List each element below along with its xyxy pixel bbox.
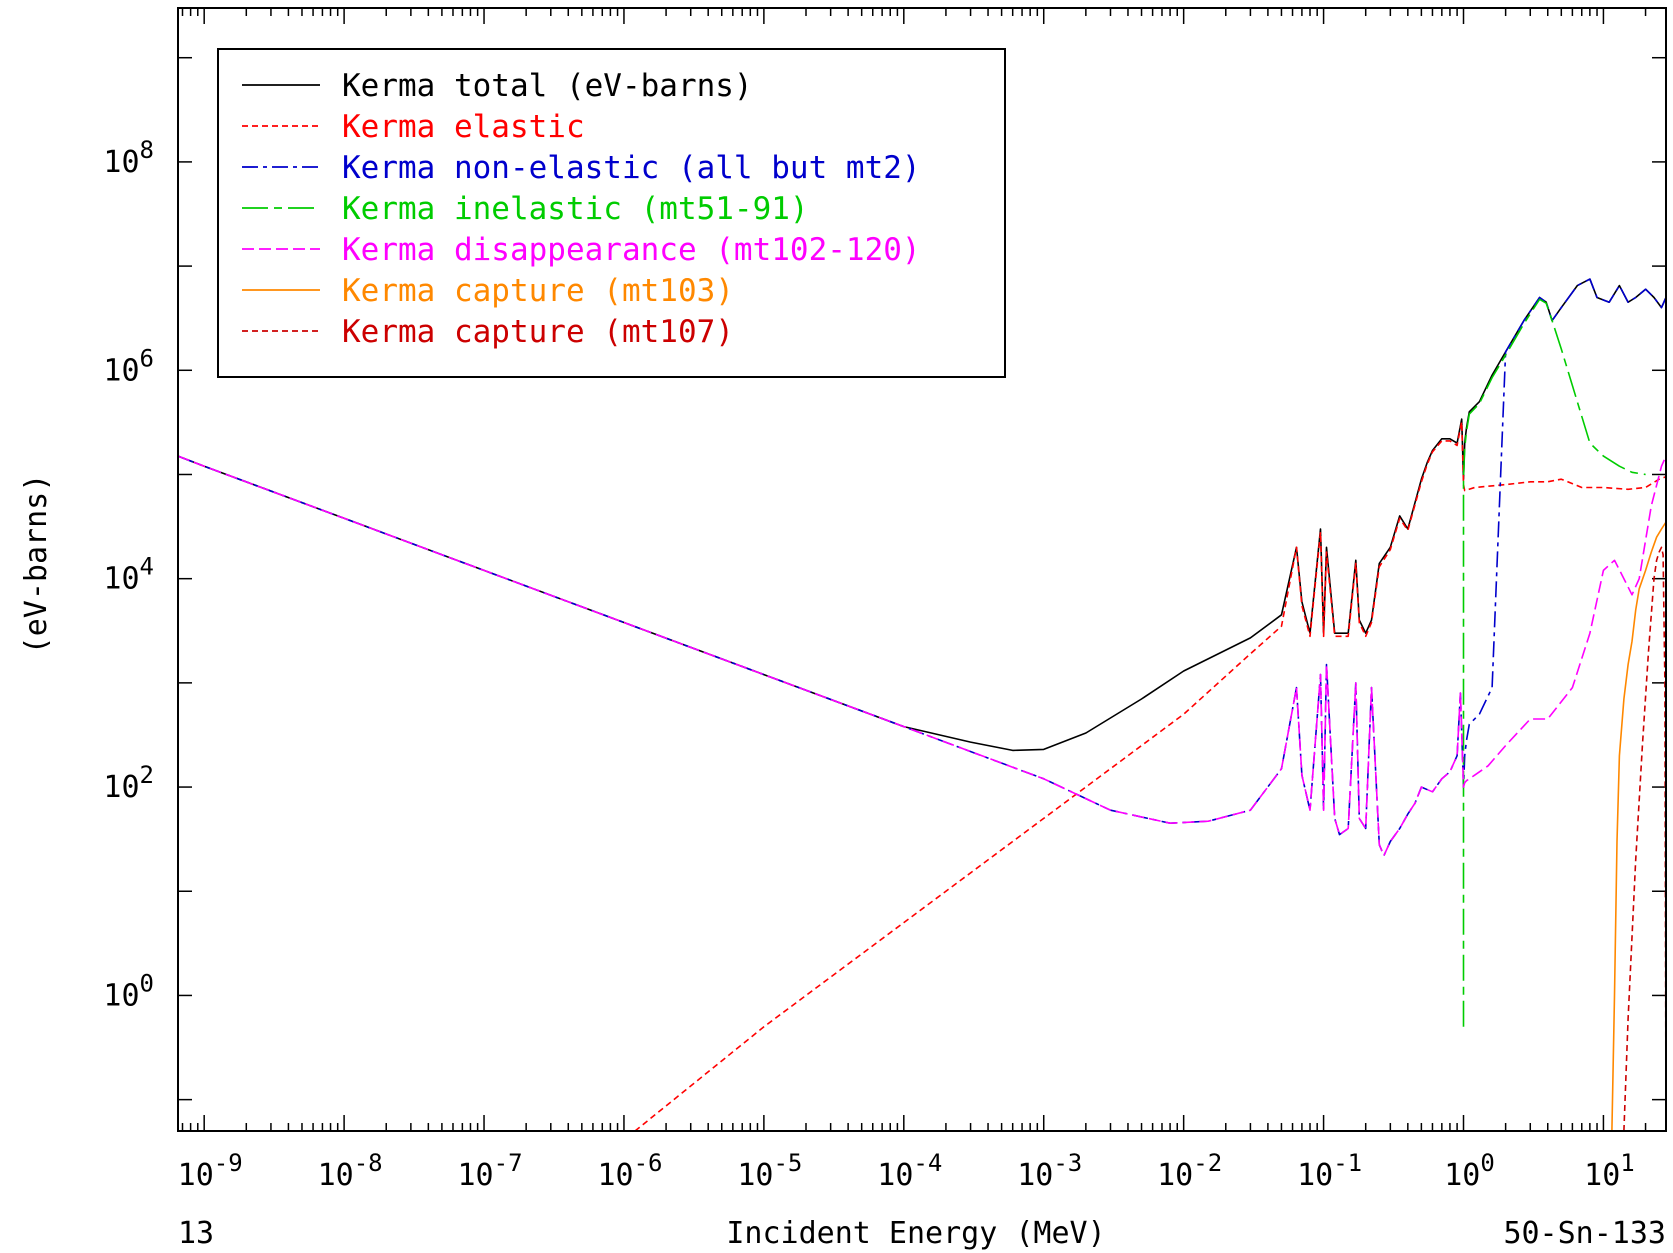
tick-label: 10-9 xyxy=(178,1149,243,1193)
legend-entry-label: Kerma non-elastic (all but mt2) xyxy=(342,150,921,186)
series-line-4 xyxy=(1462,298,1646,1027)
axis-ticks xyxy=(178,8,1666,1131)
bottom-right-label: 50-Sn-133 xyxy=(1503,1216,1666,1251)
legend-frame xyxy=(217,48,1006,378)
tick-label: 100 xyxy=(103,969,154,1013)
tick-label: 10-1 xyxy=(1297,1149,1362,1193)
legend-items: Kerma total (eV-barns) Kerma elastic Kerma… xyxy=(242,68,921,350)
legend-entry-label: Kerma elastic xyxy=(342,109,585,145)
tick-label: 101 xyxy=(1584,1149,1635,1193)
series-line-3 xyxy=(178,278,1666,857)
series-layer xyxy=(178,278,1666,1131)
series-line-7 xyxy=(1623,546,1666,1131)
tick-label: 10-5 xyxy=(737,1149,802,1193)
tick-label: 10-8 xyxy=(318,1149,383,1193)
legend: Kerma total (eV-barns) Kerma elastic Kerma… xyxy=(217,48,1006,378)
series-line-5 xyxy=(178,455,1666,857)
tick-label: 100 xyxy=(1444,1149,1495,1193)
y-axis-label: (eV-barns) xyxy=(19,474,54,655)
series-line-2 xyxy=(634,421,1666,1131)
plot-frame xyxy=(177,7,1667,1132)
legend-entry-label: Kerma disappearance (mt102-120) xyxy=(342,232,921,268)
tick-label: 104 xyxy=(103,553,154,597)
tick-label: 10-4 xyxy=(877,1149,942,1193)
legend-entry-label: Kerma inelastic (mt51-91) xyxy=(342,191,809,227)
tick-label: 10-2 xyxy=(1157,1149,1222,1193)
legend-entry-label: Kerma capture (mt107) xyxy=(342,314,734,350)
tick-label: 10-6 xyxy=(597,1149,662,1193)
tick-label: 10-3 xyxy=(1017,1149,1082,1193)
x-axis-label: Incident Energy (MeV) xyxy=(726,1216,1105,1251)
tick-label: 102 xyxy=(103,761,154,805)
legend-entry-label: Kerma capture (mt103) xyxy=(342,273,734,309)
tick-label: 10-7 xyxy=(458,1149,523,1193)
bottom-left-label: 13 xyxy=(178,1216,214,1251)
legend-entry-label: Kerma total (eV-barns) xyxy=(342,68,753,104)
series-line-6 xyxy=(1611,521,1666,1131)
tick-label: 106 xyxy=(103,344,154,388)
tick-label: 108 xyxy=(103,136,154,180)
tick-labels: 10-9 10-8 10-7 10-6 10-5 10-4 10-3 10-2 10-1 100 1… xyxy=(103,136,1634,1193)
